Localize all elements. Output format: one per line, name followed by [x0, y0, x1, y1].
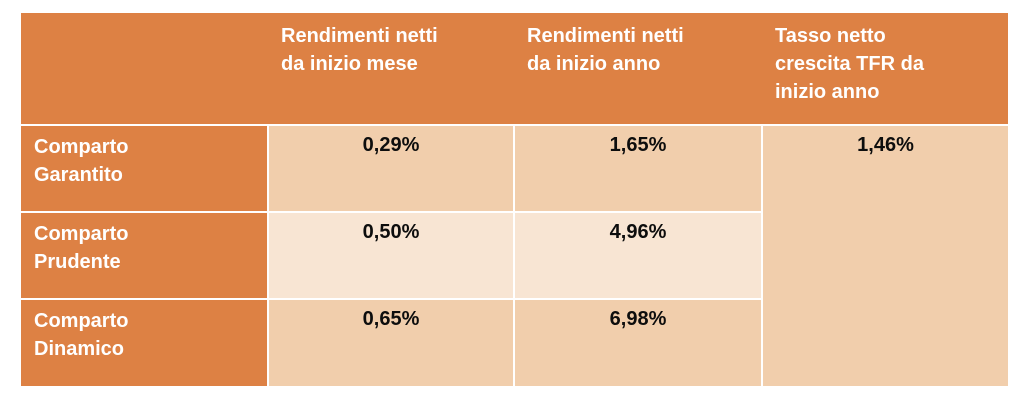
returns-table: Rendimenti netti da inizio mese Rendimen… [21, 13, 1008, 386]
header-tasso-tfr: Tasso netto crescita TFR da inizio anno [762, 13, 1008, 125]
row-label-dinamico: Comparto Dinamico [21, 298, 269, 386]
row-label-prudente: Comparto Prudente [21, 211, 269, 299]
cell-garantito-anno: 1,65% [513, 124, 762, 212]
table-row-garantito: Comparto Garantito 0,29% 1,65% 1,46% [21, 124, 1008, 386]
cell-prudente-mese: 0,50% [267, 211, 514, 299]
returns-table-container: Rendimenti netti da inizio mese Rendimen… [21, 13, 1008, 386]
table-row-prudente: Comparto Prudente 0,50% 4,96% [21, 211, 1008, 299]
row-label-garantito: Comparto Garantito [21, 124, 269, 212]
table-row-dinamico: Comparto Dinamico 0,65% 6,98% [21, 298, 1008, 386]
header-rendimenti-anno: Rendimenti netti da inizio anno [514, 13, 762, 125]
cell-tfr-merged: 1,46% [761, 124, 1008, 386]
cell-prudente-anno: 4,96% [513, 211, 762, 299]
header-row: Rendimenti netti da inizio mese Rendimen… [21, 13, 1008, 125]
cell-garantito-mese: 0,29% [267, 124, 514, 212]
header-empty-cell [21, 13, 268, 125]
cell-dinamico-anno: 6,98% [513, 298, 762, 386]
cell-dinamico-mese: 0,65% [267, 298, 514, 386]
header-rendimenti-mese: Rendimenti netti da inizio mese [268, 13, 514, 125]
